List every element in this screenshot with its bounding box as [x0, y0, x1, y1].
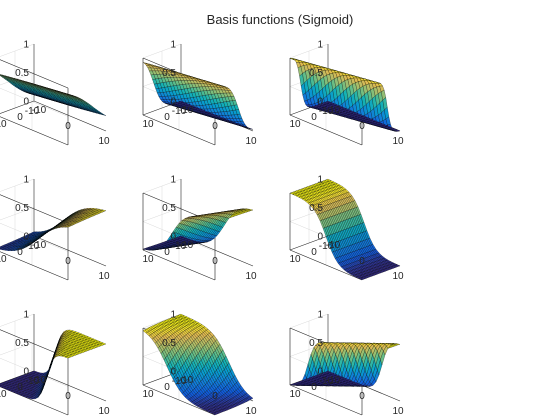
surface-patch	[101, 113, 107, 116]
y-tick-label: 10	[0, 389, 7, 400]
y-tick-label: -10	[179, 240, 194, 251]
y-tick-label: 10	[142, 119, 154, 130]
z-tick-label: 1	[170, 310, 176, 321]
x-tick-label: 10	[98, 406, 110, 417]
x-tick-label: 10	[245, 136, 257, 147]
z-tick-label: 0.5	[162, 203, 176, 214]
y-tick-label: -10	[179, 375, 194, 386]
x-tick-label: 10	[98, 136, 110, 147]
surface	[289, 58, 401, 132]
surface	[289, 178, 401, 281]
x-tick-label: 10	[392, 271, 404, 282]
y-tick-label: 0	[17, 382, 23, 393]
y-tick-label: 10	[0, 119, 7, 130]
x-tick-label: 0	[65, 256, 71, 267]
surface	[0, 208, 107, 251]
back-edge-line	[0, 251, 69, 281]
x-tick-label: 0	[65, 121, 71, 132]
y-tick-label: -10	[179, 105, 194, 116]
surface	[142, 208, 254, 251]
y-tick-label: 10	[142, 389, 154, 400]
z-tick-label: 0.5	[162, 68, 176, 79]
z-tick-label: 0.5	[162, 338, 176, 349]
z-tick-label: 1	[23, 310, 29, 321]
back-edge-line	[0, 116, 69, 146]
y-tick-label: 0	[164, 247, 170, 258]
surface	[289, 342, 401, 387]
z-tick-label: 1	[23, 40, 29, 51]
surface	[0, 74, 107, 116]
z-tick-label: 0	[23, 97, 29, 108]
z-tick-label: 0.5	[309, 203, 323, 214]
x-tick-label: 0	[359, 121, 365, 132]
x-tick-label: -10	[25, 106, 40, 117]
z-tick-label: 1	[317, 175, 323, 186]
z-tick-label: 1	[170, 175, 176, 186]
back-edge-line	[0, 59, 69, 89]
z-tick-label: 1	[170, 40, 176, 51]
y-tick-label: 0	[164, 112, 170, 123]
figure-title: Basis functions (Sigmoid)	[207, 12, 354, 27]
x-tick-label: 10	[245, 271, 257, 282]
x-tick-label: -10	[319, 106, 334, 117]
x-tick-label: -10	[172, 106, 187, 117]
y-tick-label: -10	[32, 375, 47, 386]
z-tick-label: 0.5	[15, 338, 29, 349]
y-tick-label: 0	[17, 112, 23, 123]
y-axis-line	[0, 100, 35, 114]
x-tick-label: 0	[212, 256, 218, 267]
axes	[0, 314, 107, 416]
x-axis-line	[33, 235, 107, 267]
surface	[142, 62, 254, 130]
y-tick-label: -10	[326, 105, 341, 116]
y-tick-label: 0	[311, 112, 317, 123]
back-edge-line	[0, 194, 69, 224]
x-tick-label: 0	[212, 391, 218, 402]
y-tick-label: 0	[311, 247, 317, 258]
y-tick-label: 10	[142, 254, 154, 265]
x-axis-line	[33, 100, 107, 132]
surface-patch	[248, 128, 254, 130]
back-edge-line	[142, 114, 216, 146]
y-tick-label: 10	[289, 119, 301, 130]
x-tick-label: 10	[392, 136, 404, 147]
x-tick-label: 0	[65, 391, 71, 402]
z-tick-label: 0.5	[309, 68, 323, 79]
x-tick-label: 0	[359, 256, 365, 267]
y-tick-label: 0	[17, 247, 23, 258]
back-edge-line	[289, 114, 363, 146]
surface	[142, 313, 254, 416]
surface-patch	[395, 129, 401, 132]
z-tick-label: 1	[23, 175, 29, 186]
z-tick-label: 0	[170, 97, 176, 108]
y-tick-label: -10	[32, 240, 47, 251]
y-tick-label: 0	[164, 382, 170, 393]
z-tick-label: 0.5	[15, 203, 29, 214]
y-tick-label: 10	[0, 254, 7, 265]
z-tick-label: 1	[317, 40, 323, 51]
z-tick-label: 0.5	[15, 68, 29, 79]
subplot-grid: 00.51-10010-1001000.51-10010-1001000.51-…	[0, 40, 404, 418]
x-tick-label: 0	[212, 121, 218, 132]
z-tick-label: 0	[317, 97, 323, 108]
x-tick-label: 10	[245, 406, 257, 417]
y-tick-label: 10	[289, 254, 301, 265]
y-tick-label: -10	[32, 105, 47, 116]
y-tick-label: -10	[326, 240, 341, 251]
x-tick-label: 10	[98, 271, 110, 282]
